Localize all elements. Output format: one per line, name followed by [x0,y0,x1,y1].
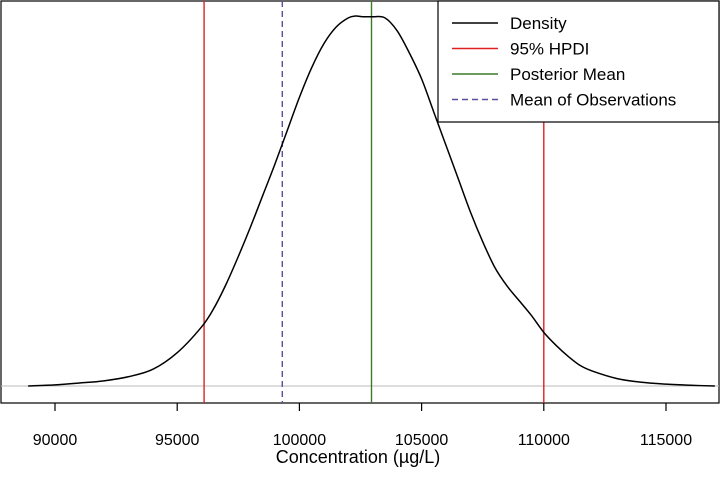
legend-box [437,0,720,123]
x-tick-label-4: 110000 [518,432,570,449]
density-curve-line [28,15,715,387]
x-axis-title: Concentration (µg/L) [276,447,440,467]
legend-label-3: Mean of Observations [510,91,676,110]
x-tick-label-1: 95000 [155,432,200,449]
legend-label-0: Density [510,14,567,33]
legend: Density 95% HPDI Posterior Mean Mean of Obs… [437,0,720,123]
plot-frame [0,0,720,404]
x-axis: 90000 95000 100000 105000 110000 115000 [33,403,692,449]
x-tick-label-0: 90000 [33,432,78,449]
legend-label-2: Posterior Mean [510,65,625,84]
density-curve-layer [28,15,715,387]
x-tick-label-3: 105000 [395,432,448,449]
x-tick-label-5: 115000 [640,432,692,449]
x-tick-label-2: 100000 [273,432,326,449]
legend-label-1: 95% HPDI [510,40,589,59]
